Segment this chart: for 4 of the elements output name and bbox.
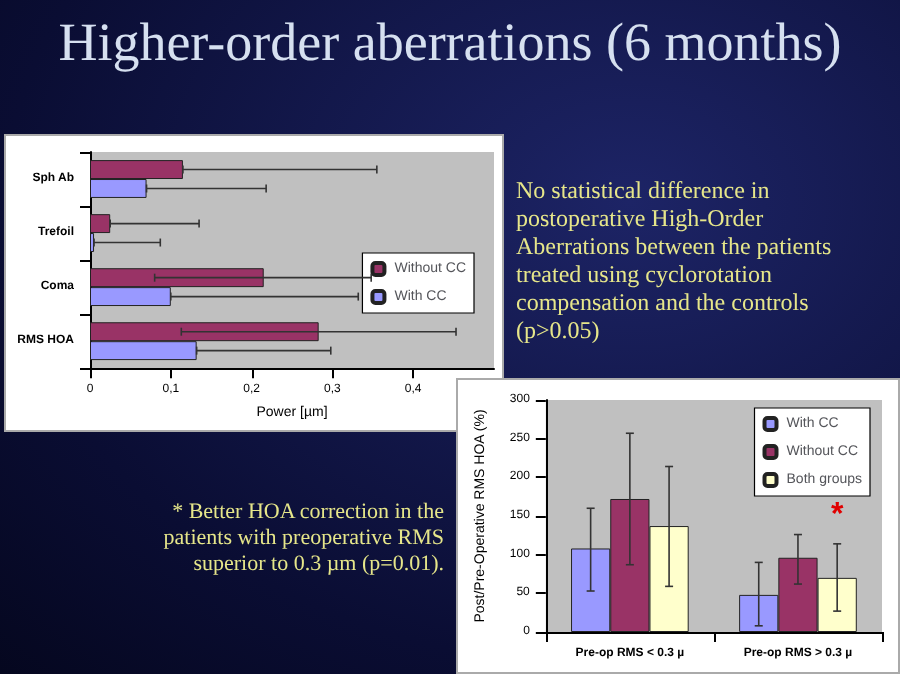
- text: No statistical difference in postoperative High-Order Aberrations between the patients treated using cyclorotation compensation and the controls (p>0.05): [516, 176, 834, 344]
- annotation: *: [830, 498, 845, 533]
- chart-title: Higher-order aberrations (6 months): [56, 12, 844, 74]
- text: * Better HOA correction in the patients with preoperative RMS superior to 0.3 µm (p=0.01).: [161, 500, 444, 578]
